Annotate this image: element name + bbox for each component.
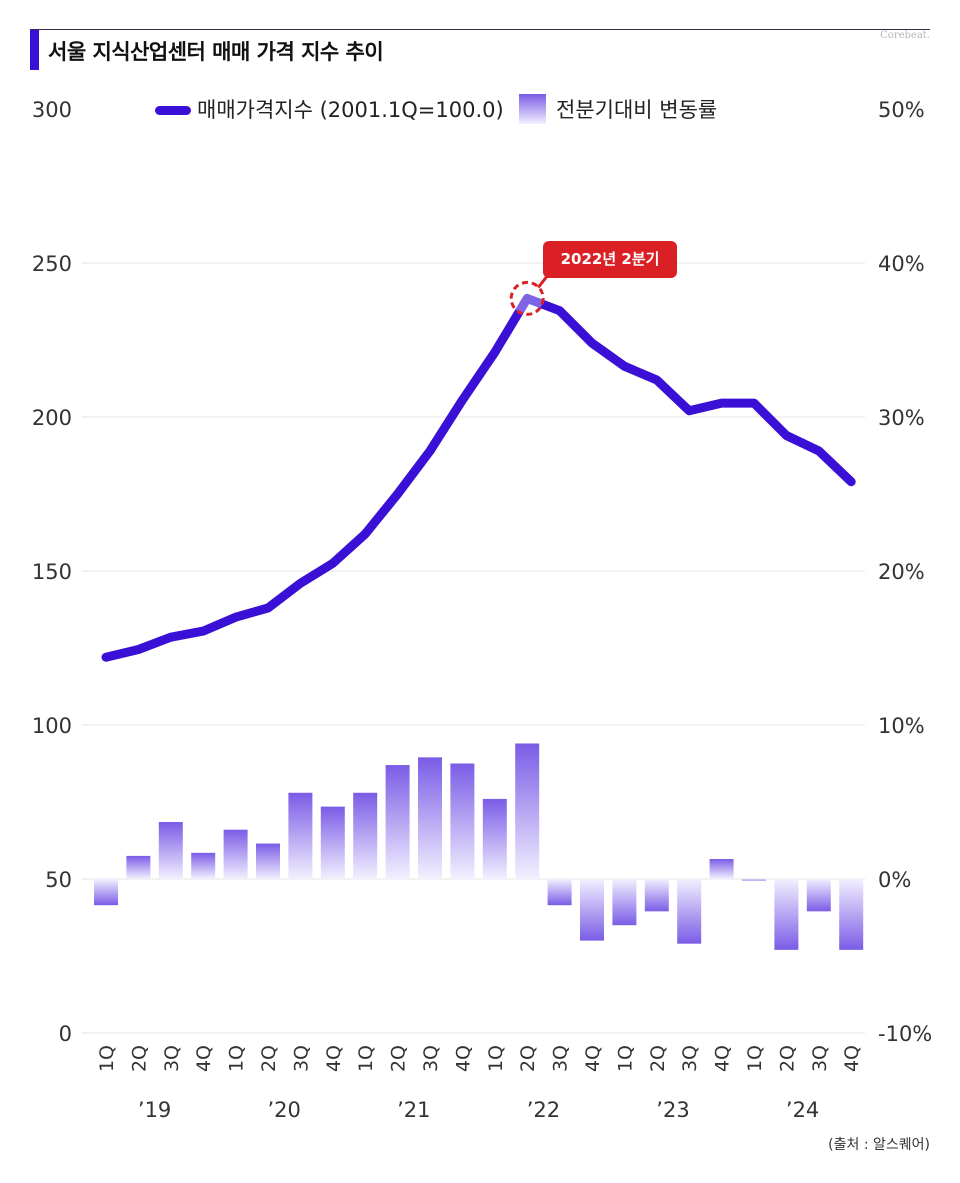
change-bar [256,843,280,879]
legend-line-swatch [155,106,191,115]
y-left-tick-label: 0 [59,1022,72,1046]
brand-logo-text: Corebeat. [880,30,930,41]
x-tick-label: 1Q [96,1045,118,1072]
x-tick-label: 3Q [420,1045,442,1072]
year-label: ’22 [527,1098,560,1122]
x-tick-label: 2Q [258,1045,280,1072]
change-bar [515,743,540,879]
change-bar [742,879,766,881]
x-tick-label: 1Q [744,1045,766,1072]
y-left-tick-label: 200 [32,406,72,430]
change-bar [158,822,183,879]
change-bar [612,879,637,926]
change-bar [450,763,475,879]
change-bar [288,792,313,879]
year-label: ’23 [656,1098,689,1122]
x-tick-label: 1Q [485,1045,507,1072]
legend-label-change: 전분기대비 변동률 [556,98,718,122]
x-tick-label: 4Q [841,1045,863,1072]
change-bar [547,879,572,906]
index-line [101,293,856,662]
x-tick-label: 2Q [647,1045,669,1072]
y-right-tick-label: -10% [878,1022,932,1046]
y-right-tick-label: 20% [878,560,925,584]
x-tick-label: 4Q [452,1045,474,1072]
x-tick-label: 3Q [290,1045,312,1072]
x-tick-label: 2Q [776,1045,798,1072]
change-bar [709,858,734,879]
x-tick-label: 3Q [679,1045,701,1072]
change-bar [806,879,831,912]
year-label: ’21 [397,1098,430,1122]
y-left-tick-label: 100 [32,714,72,738]
change-bar [580,879,604,941]
change-bar [94,879,118,906]
y-right-tick-label: 50% [878,98,925,122]
y-left-tick-label: 50 [45,868,72,892]
change-bar [385,765,410,879]
legend-label-index: 매매가격지수 (2001.1Q=100.0) [197,98,504,122]
x-tick-label: 1Q [614,1045,636,1072]
change-bar [677,879,702,944]
y-right-tick-label: 30% [878,406,925,430]
legend-bar-swatch [519,94,546,124]
title-accent-bar [30,30,39,70]
change-bar [320,806,345,879]
top-rule [30,29,930,30]
x-tick-label: 2Q [388,1045,410,1072]
x-tick-label: 1Q [226,1045,248,1072]
x-tick-label: 2Q [128,1045,150,1072]
change-bar [191,852,216,879]
x-tick-label: 1Q [355,1045,377,1072]
y-left-tick-label: 250 [32,252,72,276]
change-bar [644,879,669,912]
x-tick-label: 3Q [550,1045,572,1072]
chart-title: 서울 지식산업센터 매매 가격 지수 추이 [48,40,384,64]
y-right-tick-label: 40% [878,252,925,276]
change-bar [482,798,507,879]
change-bar [353,792,378,879]
y-left-tick-label: 150 [32,560,72,584]
y-left-tick-label: 300 [32,98,72,122]
change-bar [223,829,248,879]
year-label: ’24 [786,1098,819,1122]
year-label: ’20 [267,1098,300,1122]
x-tick-label: 2Q [517,1045,539,1072]
peak-callout: 2022년 2분기 [543,241,677,278]
y-right-tick-label: 10% [878,714,925,738]
change-bar [126,855,151,879]
x-tick-label: 4Q [193,1045,215,1072]
source-note: (출처 : 알스퀘어) [828,1137,930,1153]
x-tick-label: 3Q [161,1045,183,1072]
change-bar [774,879,799,950]
change-bar [418,757,442,879]
peak-marker [509,280,545,316]
x-tick-label: 4Q [712,1045,734,1072]
x-tick-label: 4Q [582,1045,604,1072]
y-right-tick-label: 0% [878,868,911,892]
x-tick-label: 3Q [809,1045,831,1072]
year-label: ’19 [138,1098,171,1122]
x-tick-label: 4Q [323,1045,345,1072]
change-bar [839,879,864,950]
